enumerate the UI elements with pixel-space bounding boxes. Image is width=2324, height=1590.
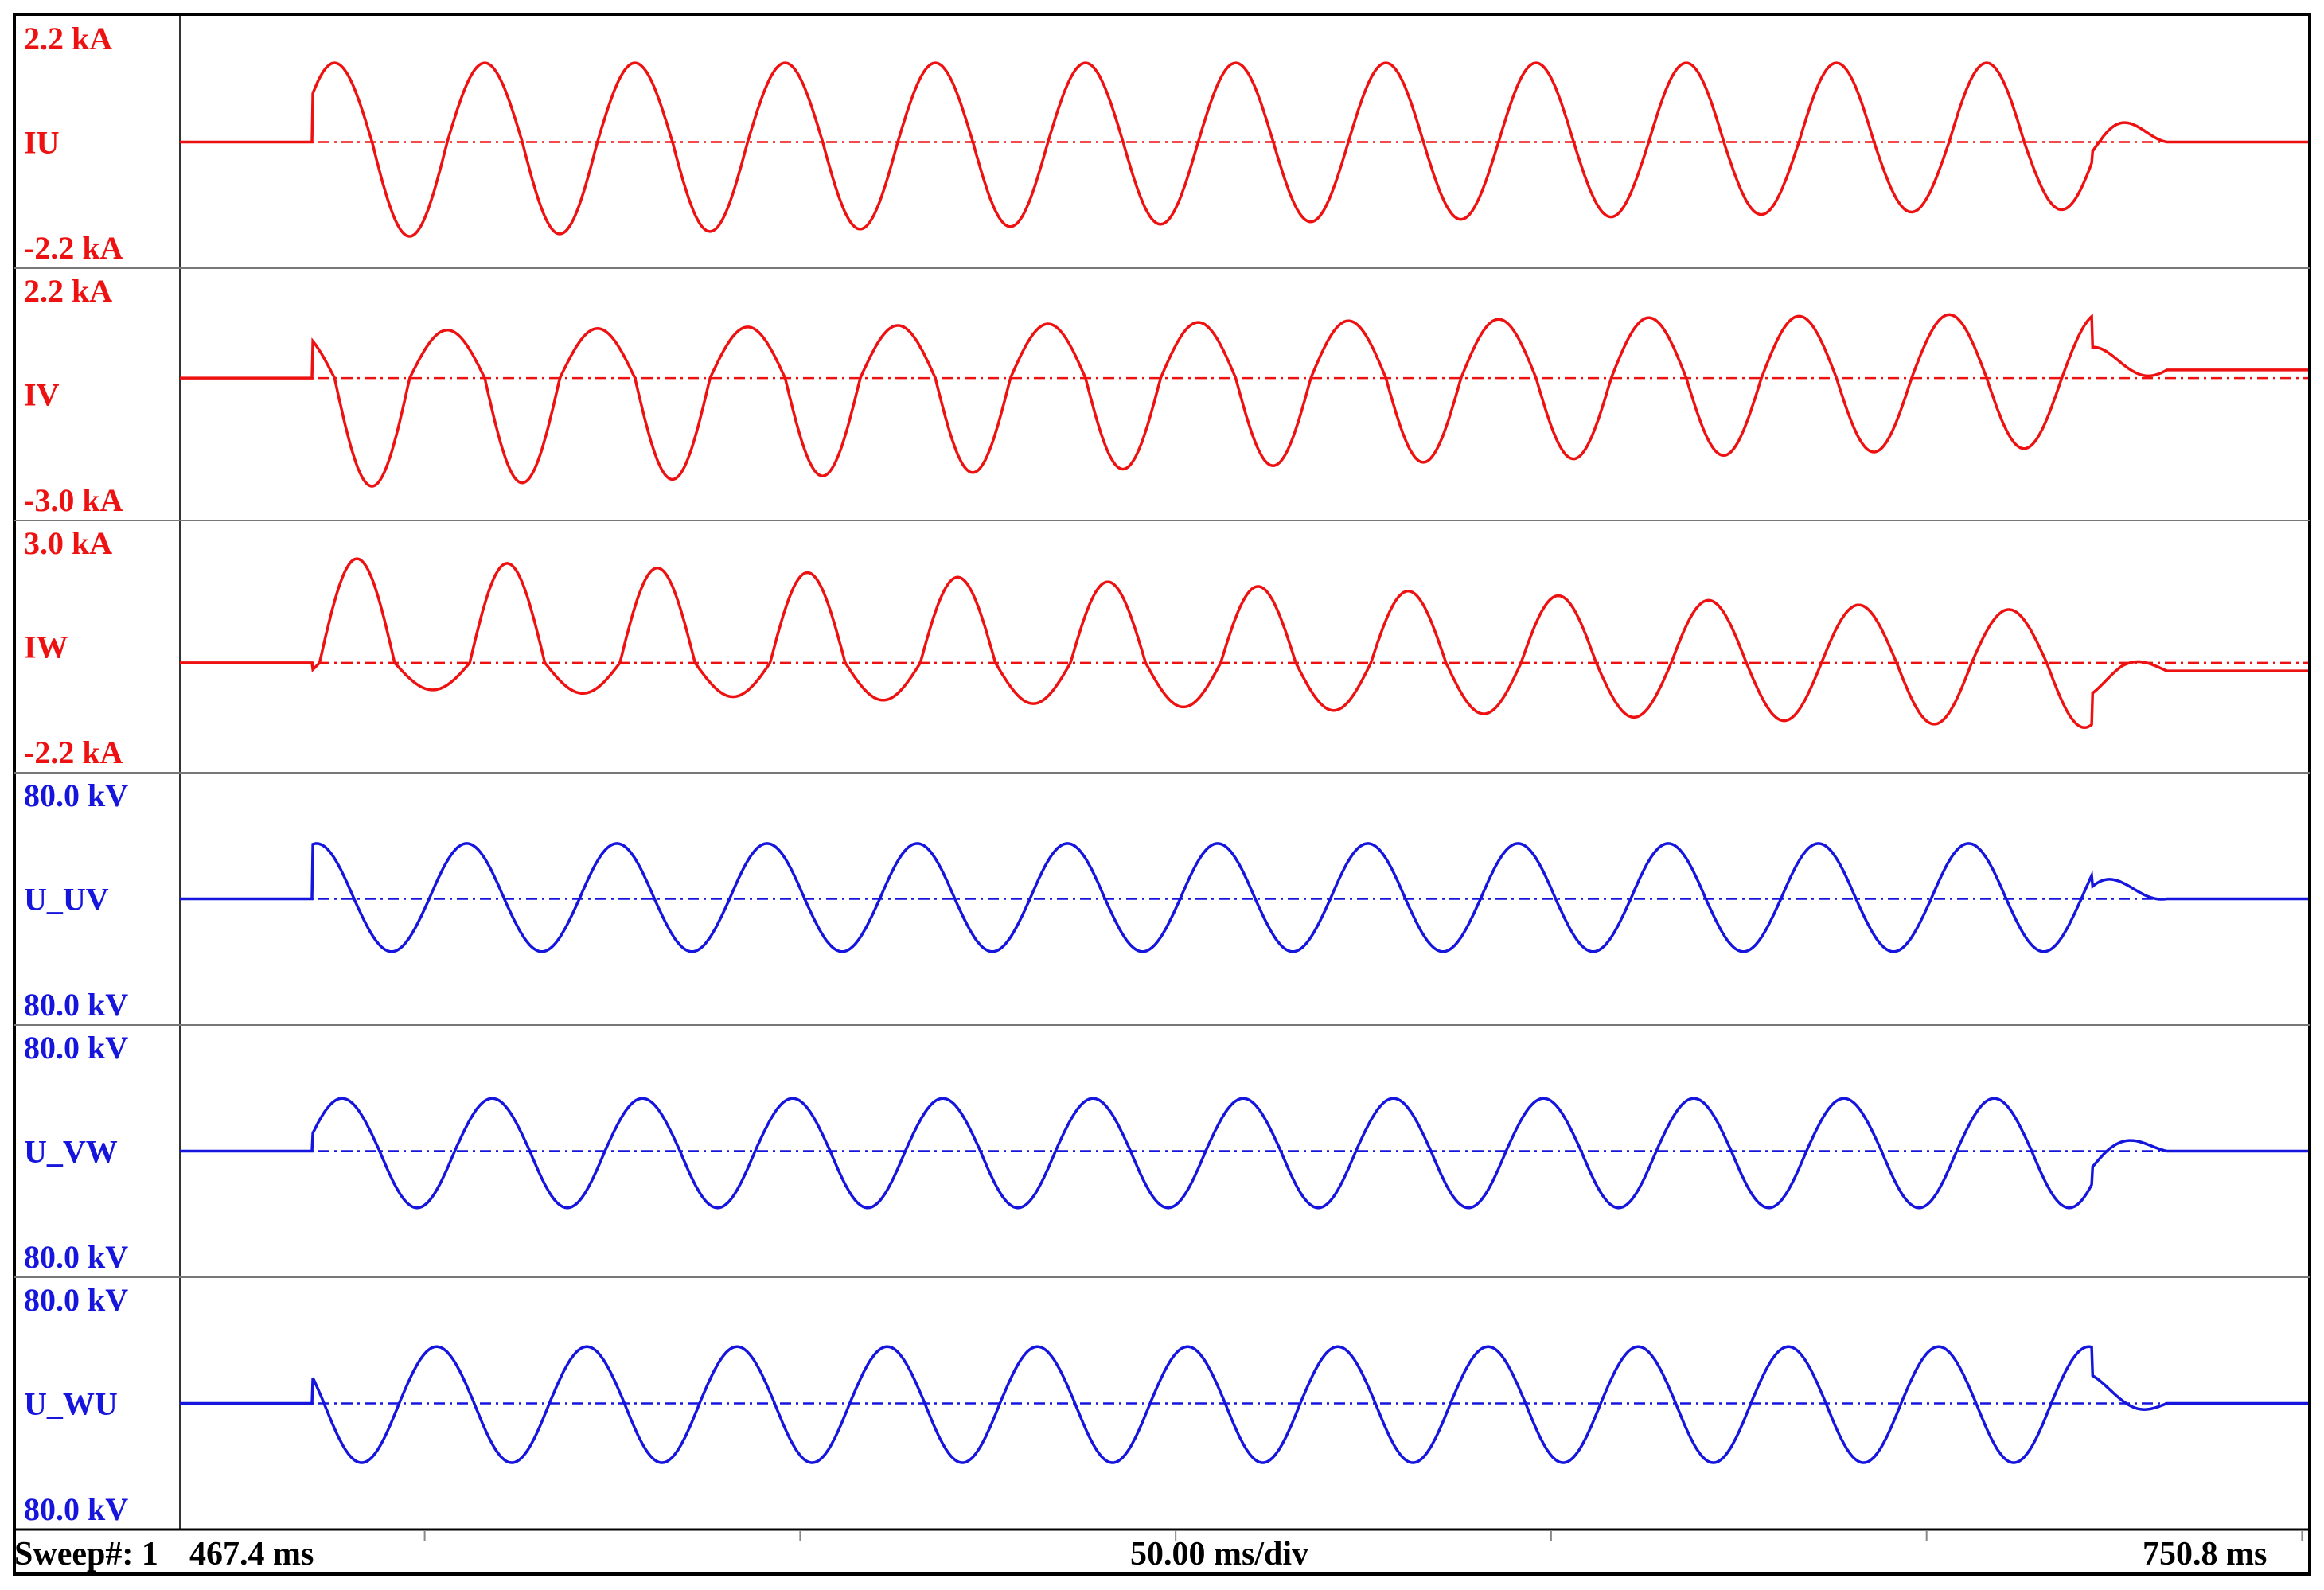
channel-name-label: IU	[24, 125, 59, 161]
channel-name-label: U_VW	[24, 1134, 118, 1170]
channel-bottom-label: -2.2 kA	[24, 735, 123, 770]
channel-name-label: IW	[24, 629, 68, 665]
x-end-label: 750.8 ms	[2143, 1536, 2267, 1572]
trace-iv	[180, 313, 2308, 488]
trace-iu	[180, 61, 2308, 238]
channel-u-vw: 80.0 kV U_VW 80.0 kV	[24, 1030, 2308, 1275]
channel-name-label: U_UV	[24, 882, 109, 918]
trace-u-uv	[180, 842, 2308, 953]
channel-name-label: IV	[24, 377, 60, 413]
trace-iw	[180, 557, 2308, 729]
channel-top-label: 2.2 kA	[24, 21, 112, 57]
channel-u-uv: 80.0 kV U_UV 80.0 kV	[24, 777, 2308, 1023]
channel-iw: 3.0 kA IW -2.2 kA	[24, 525, 2308, 770]
channel-top-label: 80.0 kV	[24, 1030, 128, 1066]
channel-bottom-label: -3.0 kA	[24, 482, 123, 518]
channels: 2.2 kA IU -2.2 kA 2.2 kA IV -3.0 kA 3.0 kA IW -2…	[24, 21, 2308, 1527]
channel-u-wu: 80.0 kV U_WU 80.0 kV	[24, 1282, 2308, 1527]
channel-bottom-label: 80.0 kV	[24, 1239, 128, 1275]
channel-iv: 2.2 kA IV -3.0 kA	[24, 273, 2308, 518]
channel-iu: 2.2 kA IU -2.2 kA	[24, 21, 2308, 266]
x-div-label: 50.00 ms/div	[1130, 1536, 1308, 1572]
channel-top-label: 80.0 kV	[24, 1282, 128, 1318]
plot-frame	[13, 13, 2311, 1576]
channel-top-label: 3.0 kA	[24, 525, 112, 561]
channel-bottom-label: -2.2 kA	[24, 230, 123, 266]
channel-top-label: 80.0 kV	[24, 777, 128, 813]
channel-bottom-label: 80.0 kV	[24, 987, 128, 1023]
trace-u-vw	[180, 1097, 2308, 1210]
x-start-label: 467.4 ms	[189, 1536, 314, 1572]
channel-top-label: 2.2 kA	[24, 273, 112, 309]
channel-name-label: U_WU	[24, 1386, 118, 1422]
grid	[14, 16, 2310, 1541]
footer: Sweep#: 1 467.4 ms 50.00 ms/div 750.8 ms	[14, 1536, 2267, 1572]
channel-bottom-label: 80.0 kV	[24, 1491, 128, 1527]
trace-u-wu	[180, 1345, 2308, 1464]
sweep-label: Sweep#: 1	[14, 1536, 158, 1572]
